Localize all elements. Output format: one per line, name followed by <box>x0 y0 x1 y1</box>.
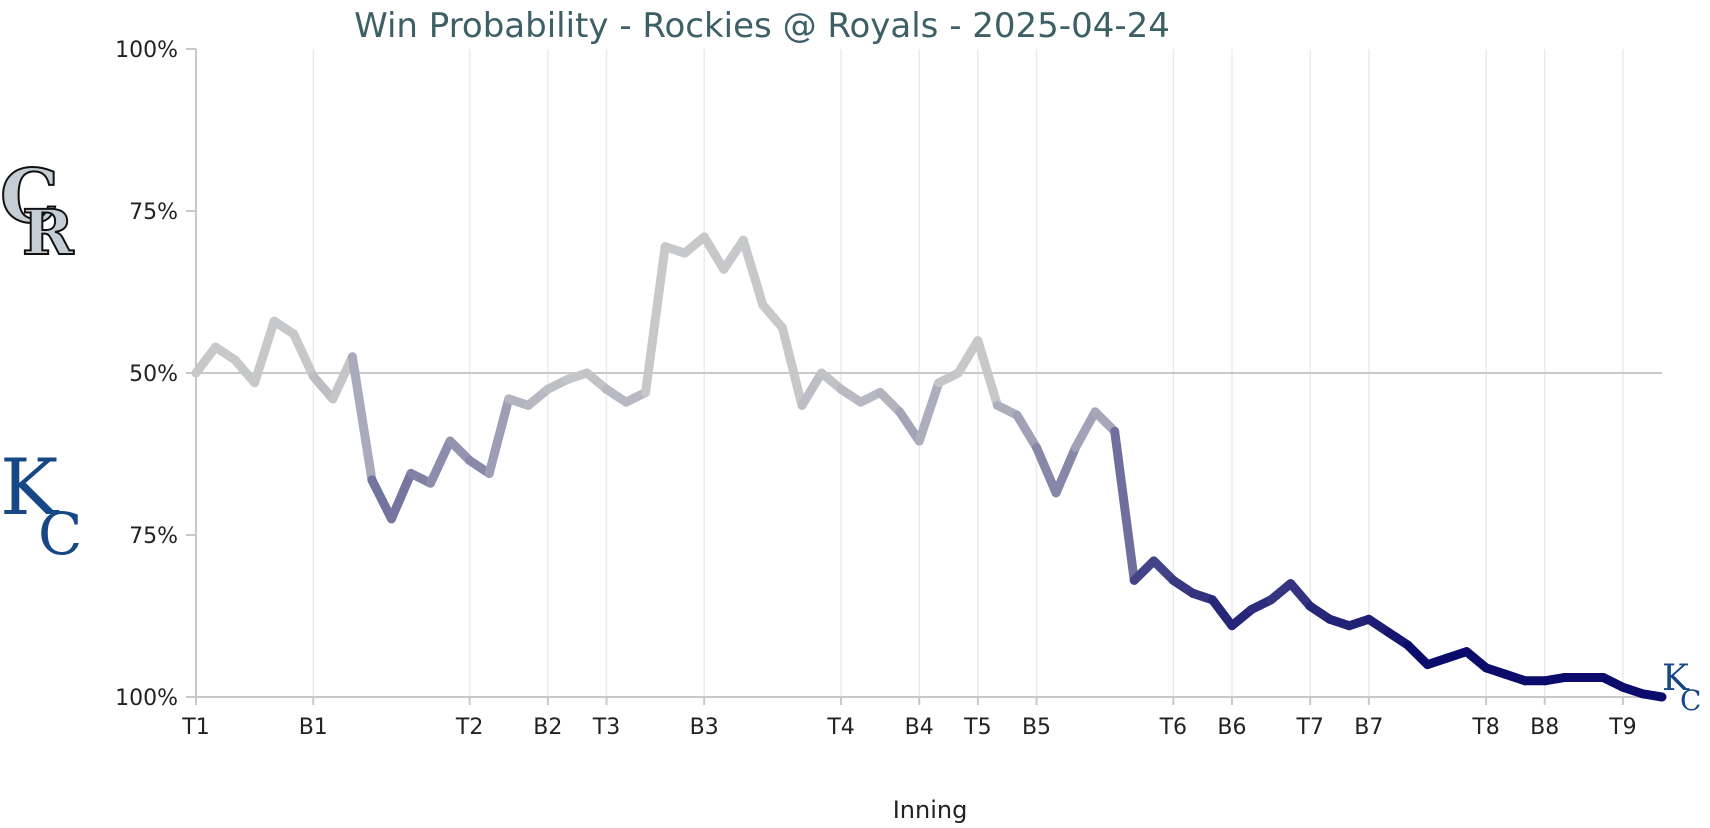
x-tick-label-t8: T8 <box>1471 715 1499 740</box>
x-tick-label-t3: T3 <box>592 715 620 740</box>
x-tick-label-b5: B5 <box>1022 715 1051 740</box>
x-tick-label-b1: B1 <box>299 715 328 740</box>
chart-title: Win Probability - Rockies @ Royals - 202… <box>354 6 1170 46</box>
line-segment <box>484 394 514 478</box>
x-tick-label-t5: T5 <box>963 715 991 740</box>
x-tick-label-b6: B6 <box>1217 715 1246 740</box>
line-segment <box>445 436 475 465</box>
y-tick-label: 100% <box>115 686 178 711</box>
royals-logo-c: C <box>38 500 82 568</box>
line-segment <box>1403 640 1432 670</box>
line-segment <box>914 378 944 446</box>
line-segment <box>777 323 807 410</box>
line-segment <box>1071 407 1100 453</box>
line-segment <box>1286 579 1315 611</box>
line-segment <box>719 235 748 274</box>
royals-end-logo: K C <box>1662 658 1701 717</box>
y-tick-label: 75% <box>129 524 178 549</box>
line-segment <box>895 407 924 446</box>
line-segment <box>1090 407 1120 436</box>
royals-end-logo-c: C <box>1680 684 1701 717</box>
royals-logo-k: K <box>0 443 60 533</box>
x-tick-label-t1: T1 <box>181 715 209 740</box>
win-probability-line <box>191 232 1667 702</box>
x-axis-label: Inning <box>893 796 968 824</box>
rockies-logo-r: R <box>22 196 74 269</box>
line-segment <box>191 342 221 378</box>
x-tick-label-b2: B2 <box>533 715 562 740</box>
x-tick-label-b3: B3 <box>690 715 719 740</box>
line-segment <box>1149 556 1178 585</box>
line-segment <box>953 336 983 378</box>
y-tick-label: 75% <box>129 200 178 225</box>
royals-end-logo-k: K <box>1662 658 1690 699</box>
line-segment <box>347 352 377 485</box>
y-tick-label: 100% <box>115 38 178 63</box>
x-tick-label-t9: T9 <box>1608 715 1636 740</box>
line-segment <box>641 242 670 397</box>
line-segment <box>426 436 455 488</box>
line-segment <box>367 475 396 524</box>
line-segment <box>1110 426 1139 585</box>
line-segment <box>1207 595 1237 631</box>
x-tick-labels: T1 B1 T2 B2 T3 B3 T4 B4 T5 B5 T6 B6 T7 B7 T8 B8 T9 <box>181 715 1636 740</box>
line-segment <box>386 468 416 524</box>
line-segment <box>1032 443 1061 498</box>
line-segment <box>973 336 1002 410</box>
line-segment <box>250 316 279 388</box>
line-segment <box>1012 410 1042 453</box>
line-segment <box>738 235 768 310</box>
line-segment <box>1051 443 1081 498</box>
royals-logo: K C <box>0 443 82 568</box>
x-tick-label-t2: T2 <box>455 715 483 740</box>
x-tick-label-t7: T7 <box>1295 715 1323 740</box>
line-segment <box>758 300 787 333</box>
x-tick-label-t6: T6 <box>1159 715 1187 740</box>
y-tick-labels: 100% 75% 50% 75% 100% <box>115 38 178 711</box>
line-segment <box>797 368 826 410</box>
line-segment <box>289 329 318 381</box>
x-tick-label-t4: T4 <box>826 715 854 740</box>
axes <box>186 48 1662 705</box>
x-tick-label-b7: B7 <box>1354 715 1383 740</box>
line-segment <box>1637 689 1667 702</box>
x-tick-label-b8: B8 <box>1530 715 1559 740</box>
line-segment <box>875 387 905 417</box>
rockies-logo: C R <box>0 153 75 270</box>
line-segment <box>1129 556 1159 585</box>
x-tick-label-b4: B4 <box>905 715 934 740</box>
y-tick-label: 50% <box>129 362 178 387</box>
rockies-logo-c: C <box>0 154 59 240</box>
line-segment <box>308 371 338 404</box>
line-segment <box>699 232 729 274</box>
